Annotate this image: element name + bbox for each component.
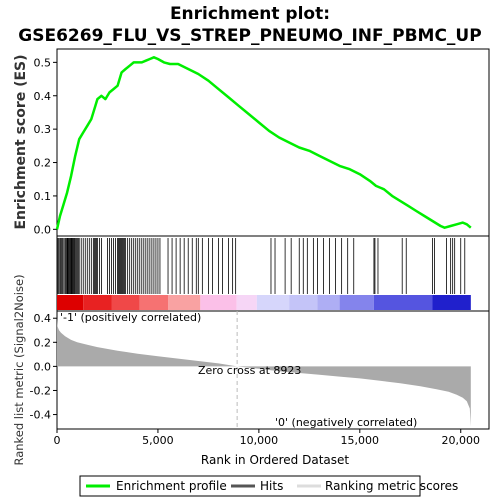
ranked-metric-area	[57, 311, 471, 429]
heatmap-segment	[200, 295, 237, 310]
heatmap-segment	[236, 295, 257, 310]
hit-ticks	[57, 238, 466, 294]
heatmap-segment	[317, 295, 340, 310]
metric-y-tick-label: -0.2	[30, 384, 51, 397]
chart-title-line2: GSE6269_FLU_VS_STREP_PNEUMO_INF_PBMC_UP	[18, 26, 481, 46]
heatmap-segment	[57, 295, 84, 310]
metric-x-axis: 0 5,000 10,000 15,000 20,000	[54, 429, 480, 447]
heatmap-segment	[111, 295, 140, 310]
es-y-tick-label: 0.0	[34, 223, 52, 236]
heatmap-segment	[373, 295, 433, 310]
legend-profile-label: Enrichment profile	[116, 479, 227, 493]
enrichment-profile-polyline	[55, 56, 472, 230]
metric-area-path	[57, 318, 471, 427]
x-tick-label: 10,000	[240, 434, 279, 447]
chart-title-line1: Enrichment plot:	[170, 4, 330, 24]
positive-correlation-label: '-1' (positively correlated)	[60, 311, 201, 324]
enrichment-panel-frame	[56, 48, 490, 237]
zero-cross-label: Zero cross at 8923	[198, 364, 301, 377]
heatmap-segment	[432, 295, 471, 310]
x-tick-label: 20,000	[441, 434, 480, 447]
x-tick-label: 15,000	[341, 434, 380, 447]
heatmap-segment	[168, 295, 201, 310]
es-y-axis-label: Enrichment score (ES)	[13, 54, 29, 229]
es-y-tick-label: 0.1	[34, 190, 52, 203]
es-y-axis: 0.0 0.1 0.2 0.3 0.4 0.5	[34, 56, 57, 236]
heatmap-segment	[289, 295, 318, 310]
metric-y-axis: -0.4 -0.2 0.0 0.2 0.4	[30, 312, 57, 422]
heatmap-segment	[339, 295, 374, 310]
heatmap-segment	[139, 295, 169, 310]
metric-y-tick-label: -0.4	[30, 409, 51, 422]
rank-heatmap-bar	[57, 295, 471, 310]
heatmap-segment	[256, 295, 290, 310]
metric-y-tick-label: 0.0	[34, 360, 52, 373]
es-y-tick-label: 0.4	[34, 90, 52, 103]
x-tick-label: 5,000	[142, 434, 174, 447]
legend-ranking-label: Ranking metric scores	[325, 479, 458, 493]
metric-y-tick-label: 0.2	[34, 336, 52, 349]
legend-hits-label: Hits	[260, 479, 283, 493]
es-y-tick-label: 0.2	[34, 157, 52, 170]
heatmap-segment	[83, 295, 112, 310]
x-axis-label: Rank in Ordered Dataset	[201, 453, 349, 467]
enrichment-profile-line	[55, 56, 472, 230]
es-y-tick-label: 0.5	[34, 56, 52, 69]
metric-y-tick-label: 0.4	[34, 312, 52, 325]
legend: Enrichment profile Hits Ranking metric s…	[79, 475, 458, 497]
x-tick-label: 0	[54, 434, 61, 447]
es-y-tick-label: 0.3	[34, 123, 52, 136]
negative-correlation-label: '0' (negatively correlated)	[275, 416, 417, 429]
metric-y-axis-label: Ranked list metric (Signal2Noise)	[12, 274, 26, 465]
